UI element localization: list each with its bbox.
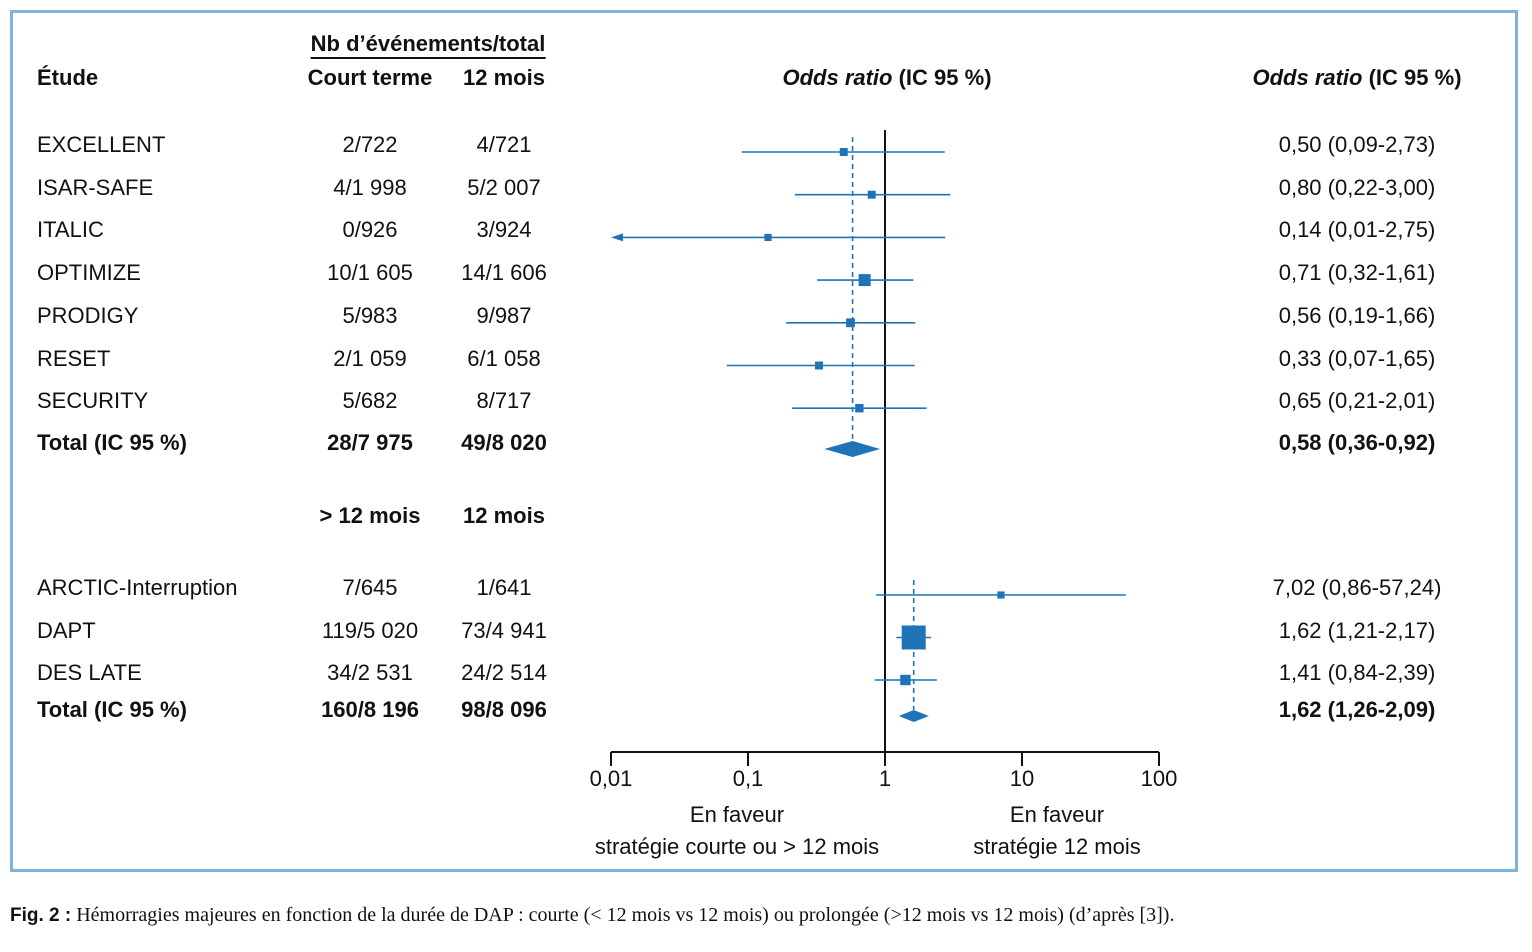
total-or-ci-label: 1,62 (1,26-2,09) <box>1278 697 1436 722</box>
total-events-group2: 98/8 096 <box>461 697 547 722</box>
events-group1: 34/2 531 <box>327 660 413 685</box>
total-diamond <box>824 441 881 457</box>
or-ci-label: 0,50 (0,09-2,73) <box>1278 132 1436 157</box>
figure-frame <box>10 10 1518 872</box>
ci-arrow <box>611 233 623 242</box>
or-ci-label: 1,62 (1,21-2,17) <box>1278 617 1436 643</box>
study-name: DES LATE <box>37 660 142 685</box>
favor-right-line1: En faveur <box>1009 802 1105 827</box>
total-or-ci-label: 0,58 (0,36-0,92) <box>1278 430 1436 455</box>
group1-subheader: > 12 mois <box>319 503 421 528</box>
x-tick-label: 10 <box>1009 766 1035 791</box>
or-column-header: Odds ratio (IC 95 %) <box>1252 65 1462 90</box>
events-group1: 2/1 059 <box>333 345 407 371</box>
point-marker <box>867 190 876 199</box>
study-column-header: Étude <box>37 65 99 90</box>
events-group1: 119/5 020 <box>321 617 419 643</box>
study-name: PRODIGY <box>37 302 139 328</box>
total-events-group1: 28/7 975 <box>327 430 413 455</box>
events-group1: 2/722 <box>342 132 398 157</box>
events-group2: 24/2 514 <box>461 660 547 685</box>
total-name: Total (IC 95 %) <box>37 430 187 455</box>
x-tick-label: 0,1 <box>732 766 764 791</box>
events-group2: 4/721 <box>476 132 532 157</box>
or-ci-label: 0,56 (0,19-1,66) <box>1278 302 1436 328</box>
point-marker <box>997 591 1005 599</box>
or-ci-label: 7,02 (0,86-57,24) <box>1272 575 1442 600</box>
or-ci-label: 0,80 (0,22-3,00) <box>1278 174 1436 200</box>
favor-right-line2: stratégie 12 mois <box>973 834 1141 859</box>
study-name: ITALIC <box>37 217 104 243</box>
point-marker <box>839 148 848 156</box>
events-group1: 5/983 <box>342 302 398 328</box>
events-group1: 4/1 998 <box>333 174 407 200</box>
x-tick-label: 100 <box>1140 766 1178 791</box>
events-group1: 10/1 605 <box>327 260 413 286</box>
total-diamond <box>898 710 929 722</box>
or-ci-label: 0,14 (0,01-2,75) <box>1278 217 1436 243</box>
or-ci-label: 0,33 (0,07-1,65) <box>1278 345 1436 371</box>
point-marker <box>855 404 864 413</box>
events-group1: 5/682 <box>342 388 398 414</box>
or-ci-label: 1,41 (0,84-2,39) <box>1278 660 1436 685</box>
group2-subheader: 12 mois <box>463 503 545 528</box>
events-group2: 73/4 941 <box>461 617 547 643</box>
or-ci-label: 0,71 (0,32-1,61) <box>1278 260 1436 286</box>
study-name: DAPT <box>37 617 96 643</box>
point-marker <box>900 674 911 686</box>
study-name: SECURITY <box>37 388 149 414</box>
events-group2: 6/1 058 <box>467 345 541 371</box>
group2-column-header: 12 mois <box>463 65 545 90</box>
study-name: ARCTIC-Interruption <box>37 575 238 600</box>
events-group2: 8/717 <box>476 388 532 414</box>
total-events-group2: 49/8 020 <box>461 430 547 455</box>
events-group2: 3/924 <box>476 217 532 243</box>
favor-left-line2: stratégie courte ou > 12 mois <box>594 834 880 859</box>
group1-column-header: Court terme <box>307 65 433 90</box>
events-group2: 5/2 007 <box>467 174 541 200</box>
point-marker <box>846 318 855 328</box>
total-events-group1: 160/8 196 <box>321 697 419 722</box>
events-group2: 1/641 <box>476 575 532 600</box>
study-name: RESET <box>37 345 111 371</box>
point-marker <box>815 361 824 370</box>
or-ci-label: 0,65 (0,21-2,01) <box>1278 388 1436 414</box>
point-marker <box>764 233 772 241</box>
events-group1: 0/926 <box>342 217 398 243</box>
x-tick-label: 0,01 <box>589 766 633 791</box>
events-column-title: Nb d’événements/total <box>310 33 546 59</box>
figure-caption: Fig. 2 : Hémorragies majeures en fonctio… <box>10 904 1175 926</box>
study-name: EXCELLENT <box>37 132 166 157</box>
point-marker <box>858 274 871 287</box>
plot-column-header: Odds ratio (IC 95 %) <box>782 65 992 90</box>
events-group1: 7/645 <box>342 575 398 600</box>
total-name: Total (IC 95 %) <box>37 697 187 722</box>
study-name: OPTIMIZE <box>37 260 141 286</box>
x-tick-label: 1 <box>878 766 892 791</box>
study-name: ISAR-SAFE <box>37 174 154 200</box>
events-group2: 14/1 606 <box>461 260 547 286</box>
events-group2: 9/987 <box>476 302 532 328</box>
favor-left-line1: En faveur <box>689 802 785 827</box>
